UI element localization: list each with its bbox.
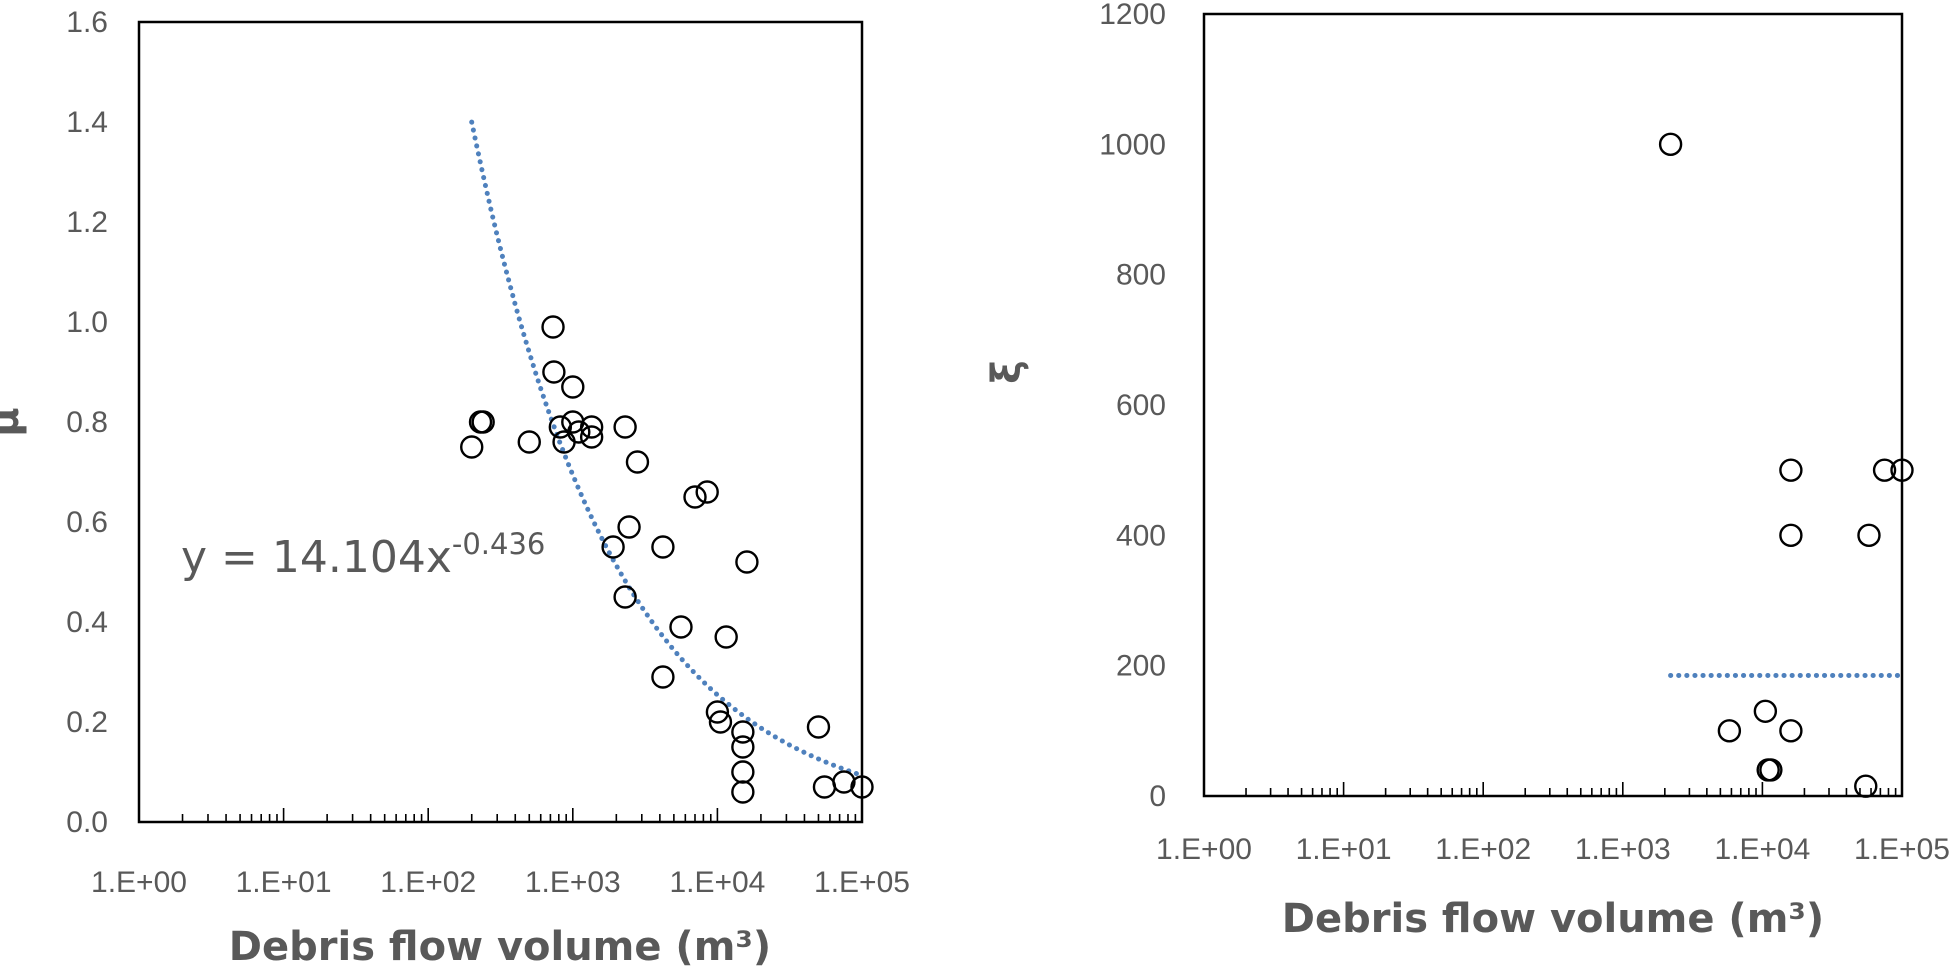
data-point [731, 720, 755, 744]
x-tick-label: 1.E+04 [669, 866, 765, 899]
data-point [1872, 458, 1897, 482]
chart-xi-vs-volume: 1.E+00 1.E+01 1.E+02 1.E+03 1.E+04 1.E+05 0 20… [984, 0, 1950, 942]
data-point [1779, 458, 1803, 482]
data-point [579, 415, 604, 439]
data-point [812, 775, 837, 799]
x-tick-label: 1.E+00 [1156, 833, 1252, 866]
data-points [1658, 132, 1914, 798]
data-points [460, 315, 874, 804]
data-point [1753, 699, 1778, 723]
data-point [806, 715, 831, 739]
x-minor-ticks [181, 808, 857, 822]
plot-area-frame [1202, 12, 1904, 798]
x-axis-title: Debris flow volume (m³) [229, 924, 771, 970]
data-point [561, 375, 585, 399]
data-point [613, 585, 637, 609]
x-tick-label: 1.E+00 [91, 866, 187, 899]
x-minor-ticks [1245, 782, 1897, 796]
data-point [541, 315, 565, 339]
data-point [567, 420, 591, 444]
x-tick-label: 1.E+03 [525, 866, 621, 899]
data-point [1857, 523, 1881, 548]
y-tick-label: 400 [1116, 519, 1166, 552]
y-tick-label: 0.4 [66, 606, 108, 639]
data-point [731, 780, 755, 804]
data-point [625, 450, 650, 474]
data-point [579, 425, 604, 449]
y-tick-label: 0 [1149, 780, 1166, 813]
trendline [469, 119, 865, 778]
y-tick-label: 1.0 [66, 306, 108, 339]
x-tick-label: 1.E+02 [1435, 833, 1531, 866]
data-point [542, 360, 566, 384]
y-tick-label: 1.2 [66, 206, 108, 239]
y-tick-label: 1.4 [66, 106, 108, 139]
y-axis-title: ξ [984, 360, 1030, 384]
data-point [850, 775, 874, 799]
y-tick-label: 0.0 [66, 806, 108, 839]
x-tick-label: 1.E+01 [1296, 833, 1392, 866]
data-point [683, 485, 707, 509]
x-tick-label: 1.E+02 [380, 866, 476, 899]
data-point [1658, 132, 1683, 157]
data-point [651, 535, 675, 559]
data-point [1854, 774, 1878, 798]
data-point [695, 480, 719, 504]
data-point [651, 665, 675, 689]
plot-area-frame [137, 20, 864, 824]
data-point [731, 735, 755, 759]
y-tick-label: 200 [1116, 650, 1166, 683]
data-point [832, 770, 856, 794]
data-point [669, 615, 693, 639]
data-point [735, 550, 759, 574]
y-tick-label: 1000 [1099, 128, 1166, 161]
y-tick-labels: 0 200 400 600 800 1000 1200 [1099, 0, 1166, 813]
trendline-path [469, 119, 865, 778]
data-point [617, 515, 641, 539]
x-tick-label: 1.E+01 [236, 866, 332, 899]
data-point [1779, 523, 1803, 548]
chart-mu-vs-volume: 1.E+00 1.E+01 1.E+02 1.E+03 1.E+04 1.E+05 0.0… [0, 6, 910, 970]
y-tick-label: 0.6 [66, 506, 108, 539]
data-point [460, 435, 484, 459]
data-point [1779, 719, 1803, 743]
data-point [1717, 719, 1742, 743]
data-point [601, 535, 625, 559]
data-point [1890, 458, 1914, 482]
y-tick-label: 1200 [1099, 0, 1166, 31]
x-tick-label: 1.E+05 [814, 866, 910, 899]
x-tick-label: 1.E+05 [1854, 833, 1950, 866]
x-axis-title: Debris flow volume (m³) [1282, 896, 1824, 942]
data-point [471, 410, 495, 434]
data-point [714, 625, 738, 649]
x-tick-labels: 1.E+00 1.E+01 1.E+02 1.E+03 1.E+04 1.E+05 [91, 866, 910, 899]
y-axis-title: μ [0, 407, 28, 436]
trendline-equation: y = 14.104x-0.436 [181, 527, 545, 583]
x-tick-labels: 1.E+00 1.E+01 1.E+02 1.E+03 1.E+04 1.E+05 [1156, 833, 1950, 866]
data-point [731, 760, 755, 784]
y-tick-label: 600 [1116, 389, 1166, 422]
y-tick-label: 0.8 [66, 406, 108, 439]
data-point [708, 710, 733, 734]
data-point [1759, 758, 1783, 782]
data-point [517, 430, 541, 454]
y-tick-labels: 0.0 0.2 0.4 0.6 0.8 1.0 1.2 1.4 1.6 [66, 6, 108, 839]
x-tick-label: 1.E+04 [1714, 833, 1810, 866]
y-tick-label: 800 [1116, 259, 1166, 292]
data-point [705, 700, 730, 724]
y-tick-label: 0.2 [66, 706, 108, 739]
x-tick-label: 1.E+03 [1575, 833, 1671, 866]
y-tick-label: 1.6 [66, 6, 108, 39]
data-point [613, 415, 637, 439]
